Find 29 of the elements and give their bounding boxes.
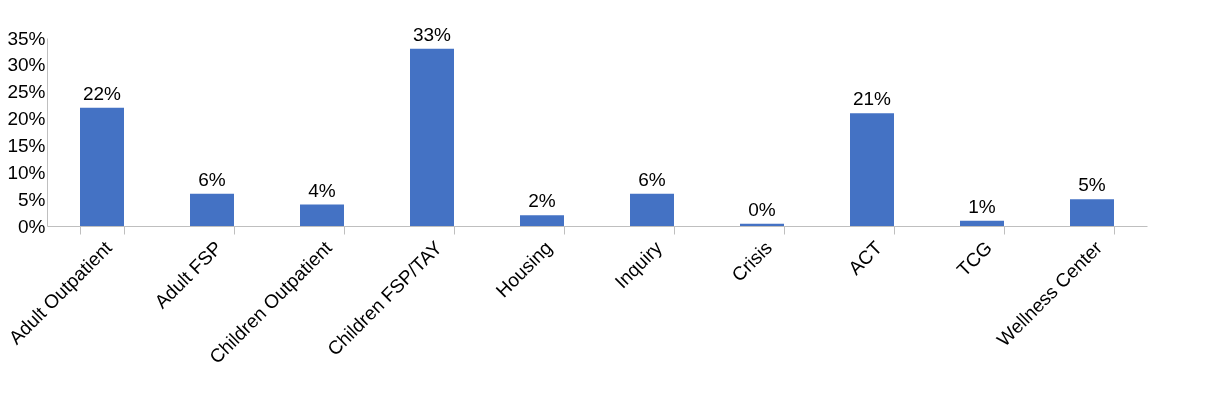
- bar: [300, 204, 344, 226]
- y-tick-label: 35%: [7, 27, 46, 49]
- y-tick-label: 25%: [7, 81, 46, 103]
- y-tick-label: 15%: [7, 134, 46, 156]
- y-tick-label: 10%: [7, 161, 46, 183]
- bar: [850, 113, 894, 226]
- data-label: 33%: [412, 23, 452, 45]
- bar: [740, 223, 784, 226]
- y-tick-label: 20%: [7, 108, 46, 130]
- data-label: 4%: [308, 179, 336, 201]
- data-label: 21%: [852, 88, 892, 110]
- data-label: 22%: [82, 82, 122, 104]
- bar: [960, 220, 1004, 226]
- data-label: 2%: [528, 190, 556, 212]
- data-label: 1%: [968, 195, 996, 217]
- bar: [520, 215, 564, 226]
- y-tick-label: 5%: [18, 188, 46, 210]
- y-tick-label: 0%: [18, 215, 46, 237]
- data-label: 0%: [748, 198, 776, 220]
- data-label: 6%: [638, 168, 666, 190]
- y-tick-label: 30%: [7, 54, 46, 76]
- x-tick-label: TCG: [952, 237, 996, 281]
- data-label: 6%: [198, 168, 226, 190]
- bar: [630, 193, 674, 226]
- bar: [410, 48, 454, 226]
- bar: [1070, 199, 1114, 226]
- bar: [80, 107, 124, 226]
- bar: [190, 193, 234, 226]
- data-label: 5%: [1078, 174, 1106, 196]
